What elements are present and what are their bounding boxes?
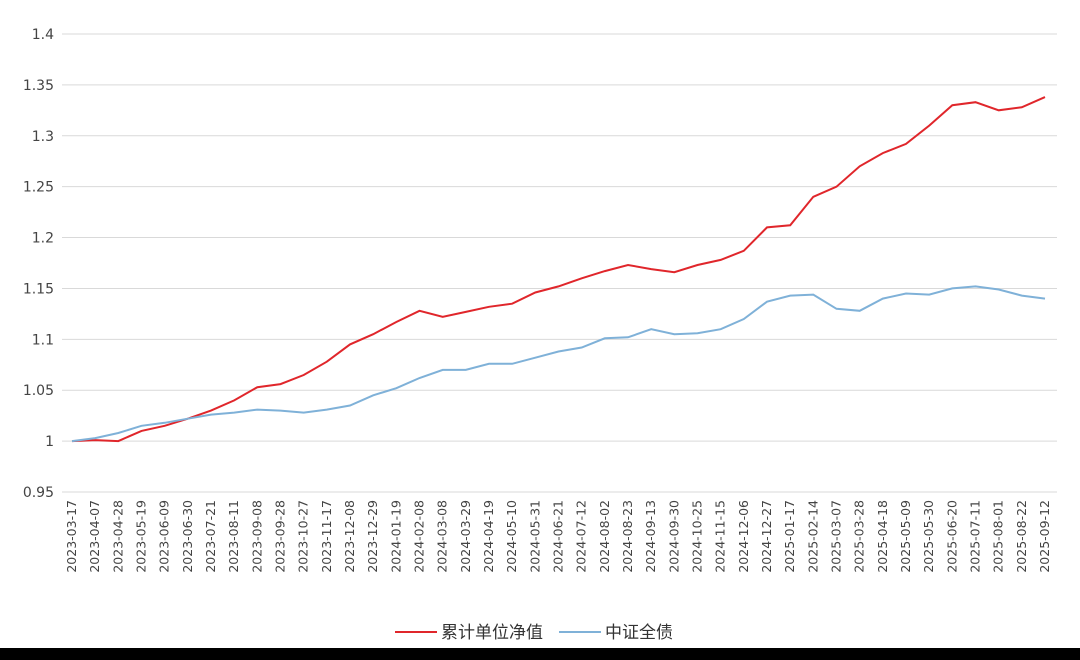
series-line [71,285,1046,443]
legend-label: 累计单位净值 [441,623,543,643]
x-tick-label: 2024-12-06 [736,500,751,573]
x-tick-label: 2025-01-17 [782,500,797,573]
legend-label: 中证全债 [605,623,673,643]
x-tick-label: 2024-01-19 [388,500,403,573]
x-tick-label: 2025-05-09 [898,500,913,573]
x-tick-label: 2025-07-11 [968,500,983,573]
x-tick-label: 2024-05-31 [527,500,542,573]
x-tick-label: 2023-10-27 [296,500,311,573]
x-tick-label: 2023-06-30 [180,500,195,573]
x-tick-label: 2025-05-30 [921,500,936,573]
y-tick-label: 1.4 [32,27,54,43]
x-tick-label: 2025-09-12 [1037,500,1052,573]
x-tick-label: 2024-04-19 [481,500,496,573]
y-tick-label: 1 [45,434,54,450]
series-line [71,96,1046,443]
x-tick-label: 2024-09-30 [666,500,681,573]
x-tick-label: 2024-03-08 [435,500,450,573]
x-tick-label: 2024-06-21 [551,500,566,573]
y-tick-label: 1.3 [32,129,54,145]
x-tick-label: 2024-12-27 [759,500,774,573]
x-tick-label: 2024-08-02 [597,500,612,573]
x-tick-label: 2025-08-22 [1014,500,1029,573]
x-tick-label: 2025-03-28 [852,500,867,573]
x-tick-label: 2023-04-28 [110,500,125,573]
x-tick-label: 2023-07-21 [203,500,218,573]
y-tick-label: 1.25 [23,180,54,196]
x-tick-label: 2024-02-08 [412,500,427,573]
x-tick-label: 2023-09-28 [273,500,288,573]
x-tick-label: 2025-04-18 [875,500,890,573]
x-tick-label: 2024-11-15 [713,500,728,573]
x-tick-label: 2024-08-23 [620,500,635,573]
y-tick-label: 1.15 [23,281,54,297]
x-tick-label: 2024-07-12 [574,500,589,573]
x-tick-label: 2023-06-09 [157,500,172,573]
x-tick-label: 2025-08-01 [991,500,1006,573]
x-tick-label: 2023-08-11 [226,500,241,573]
x-tick-label: 2023-09-08 [249,500,264,573]
x-tick-label: 2025-02-14 [805,500,820,573]
x-tick-label: 2024-09-13 [643,500,658,573]
y-tick-label: 1.05 [23,383,54,399]
x-tick-label: 2024-03-29 [458,500,473,573]
x-tick-label: 2025-06-20 [944,500,959,573]
x-tick-label: 2024-10-25 [690,500,705,573]
x-tick-label: 2023-05-19 [134,500,149,573]
x-tick-label: 2023-12-08 [342,500,357,573]
x-tick-label: 2023-11-17 [319,500,334,573]
x-tick-label: 2025-03-07 [829,500,844,573]
x-tick-label: 2023-03-17 [64,500,79,573]
x-tick-label: 2024-05-10 [504,500,519,573]
y-tick-label: 0.95 [23,485,54,501]
x-tick-label: 2023-12-29 [365,500,380,573]
y-tick-label: 1.1 [32,332,54,348]
x-tick-label: 2023-04-07 [87,500,102,573]
y-tick-label: 1.2 [32,231,54,247]
y-tick-label: 1.35 [23,78,54,94]
